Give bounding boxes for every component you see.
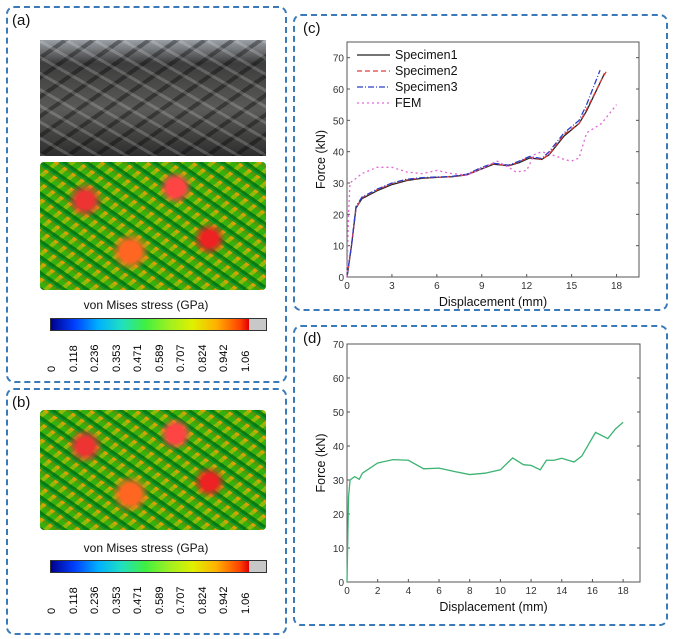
panel-c xyxy=(293,14,668,311)
series-line-specimen2 xyxy=(346,71,607,278)
x-tick-label: 16 xyxy=(587,586,599,597)
x-tick-label: 3 xyxy=(389,281,395,292)
x-tick-label: 4 xyxy=(406,586,412,597)
y-tick-label: 30 xyxy=(333,179,345,190)
y-tick-label: 10 xyxy=(333,242,345,253)
y-tick-label: 40 xyxy=(333,148,345,159)
stress-map-a xyxy=(40,162,266,290)
x-tick-label: 0 xyxy=(344,281,350,292)
y-axis-label: Force (kN) xyxy=(314,130,328,189)
x-tick-label: 12 xyxy=(521,281,533,292)
x-axis-label: Displacement (mm) xyxy=(439,295,547,309)
y-tick-label: 20 xyxy=(333,510,345,521)
y-tick-label: 70 xyxy=(333,340,345,351)
y-tick-label: 10 xyxy=(333,544,345,555)
y-tick-label: 30 xyxy=(333,476,345,487)
x-tick-label: 6 xyxy=(434,281,440,292)
plot-frame xyxy=(346,41,640,278)
panel-label-d: (d) xyxy=(303,330,322,347)
stress-label-a: von Mises stress (GPa) xyxy=(83,298,209,312)
panel-d xyxy=(293,325,668,626)
y-tick-label: 0 xyxy=(338,578,344,589)
y-tick-label: 60 xyxy=(333,374,345,385)
x-tick-label: 12 xyxy=(526,586,538,597)
x-tick-label: 0 xyxy=(344,586,350,597)
stress-label-b: von Mises stress (GPa) xyxy=(83,541,209,555)
plot-frame xyxy=(346,343,641,583)
series-line-fem xyxy=(346,421,624,583)
x-tick-label: 14 xyxy=(556,586,568,597)
series-line-specimen3 xyxy=(346,69,601,278)
y-tick-label: 40 xyxy=(333,442,345,453)
y-tick-label: 70 xyxy=(333,54,345,65)
panel-b xyxy=(6,388,287,635)
panel-a xyxy=(6,6,287,383)
x-tick-label: 18 xyxy=(611,281,623,292)
y-tick-label: 60 xyxy=(333,85,345,96)
panel-label-a: (a) xyxy=(12,12,31,29)
x-tick-label: 10 xyxy=(495,586,507,597)
legend-label: Specimen1 xyxy=(395,48,458,62)
y-tick-label: 50 xyxy=(333,116,345,127)
series-line-fem xyxy=(346,104,618,278)
panel-label-c: (c) xyxy=(303,20,321,37)
x-tick-label: 15 xyxy=(566,281,578,292)
x-tick-label: 6 xyxy=(436,586,442,597)
legend-label: FEM xyxy=(395,96,421,110)
x-tick-label: 9 xyxy=(479,281,485,292)
specimen-photo xyxy=(40,40,266,156)
colorbar-b xyxy=(50,560,267,573)
y-tick-label: 50 xyxy=(333,408,345,419)
y-tick-label: 20 xyxy=(333,210,345,221)
legend-label: Specimen2 xyxy=(395,64,458,78)
series-line-specimen1 xyxy=(346,73,606,278)
x-tick-label: 8 xyxy=(467,586,473,597)
legend-label: Specimen3 xyxy=(395,80,458,94)
panel-label-b: (b) xyxy=(12,394,31,411)
colorbar-a xyxy=(50,318,267,331)
y-tick-label: 0 xyxy=(338,273,344,284)
x-tick-label: 2 xyxy=(375,586,381,597)
y-axis-label: Force (kN) xyxy=(314,433,328,492)
x-axis-label: Displacement (mm) xyxy=(439,600,547,614)
stress-map-b xyxy=(40,410,266,530)
x-tick-label: 18 xyxy=(618,586,630,597)
